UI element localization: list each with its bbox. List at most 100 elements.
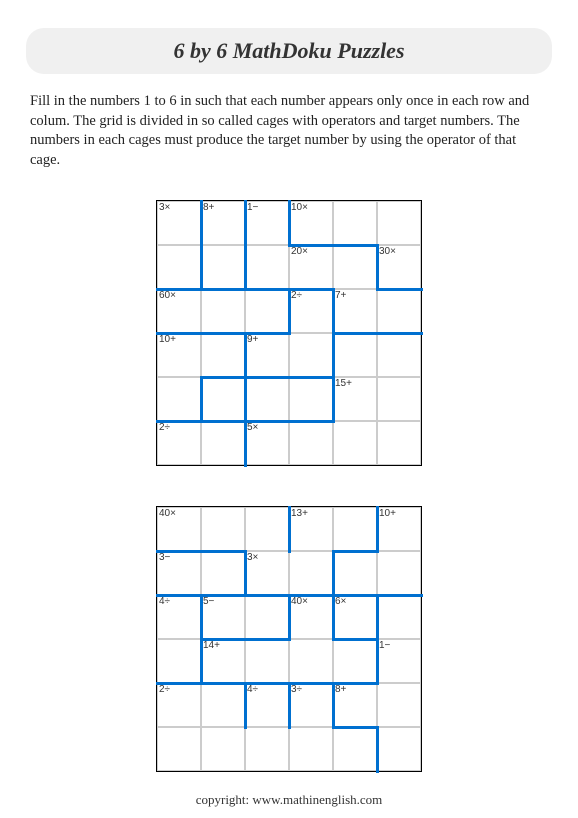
grid-cell bbox=[377, 683, 421, 727]
cage-border bbox=[156, 550, 247, 553]
cage-border bbox=[376, 726, 379, 773]
cage-clue: 10× bbox=[291, 202, 308, 213]
puzzle1-wrap: 3×8+1−10×20×30×60×2÷7+10+9+15+2÷5× bbox=[0, 200, 578, 466]
cage-border bbox=[332, 638, 379, 641]
cage-border bbox=[244, 200, 247, 291]
cage-border bbox=[156, 288, 335, 291]
grid-cell bbox=[201, 245, 245, 289]
grid-cell bbox=[157, 727, 201, 771]
cage-clue: 60× bbox=[159, 290, 176, 301]
grid-cell bbox=[377, 201, 421, 245]
grid-cell bbox=[245, 289, 289, 333]
grid-cell bbox=[289, 727, 333, 771]
grid-cell bbox=[377, 727, 421, 771]
page: 6 by 6 MathDoku Puzzles Fill in the numb… bbox=[0, 0, 578, 818]
grid-cell bbox=[333, 639, 377, 683]
cage-border bbox=[288, 594, 291, 641]
cage-clue: 1− bbox=[379, 640, 390, 651]
cage-border bbox=[200, 376, 335, 379]
grid-cell bbox=[157, 639, 201, 683]
grid-cell bbox=[377, 377, 421, 421]
cage-clue: 6× bbox=[335, 596, 346, 607]
cage-border bbox=[332, 550, 335, 597]
cage-border bbox=[376, 288, 423, 291]
cage-clue: 15+ bbox=[335, 378, 352, 389]
cage-border bbox=[288, 506, 291, 553]
cage-border bbox=[332, 726, 379, 729]
grid-cell bbox=[245, 639, 289, 683]
cage-border bbox=[332, 550, 379, 553]
cage-clue: 3× bbox=[159, 202, 170, 213]
cage-border bbox=[332, 682, 335, 729]
cage-border bbox=[200, 638, 291, 641]
cage-border bbox=[332, 332, 423, 335]
cage-clue: 3− bbox=[159, 552, 170, 563]
grid-cell bbox=[245, 245, 289, 289]
grid-cell bbox=[201, 333, 245, 377]
cage-clue: 1− bbox=[247, 202, 258, 213]
cage-clue: 7+ bbox=[335, 290, 346, 301]
cage-border bbox=[200, 200, 203, 291]
cage-border bbox=[244, 420, 247, 467]
grid-cell bbox=[377, 595, 421, 639]
puzzle2-grid: 40×13+10+3−3×4÷5−40×6×14+1−2÷4÷3÷8+ bbox=[156, 506, 422, 772]
cage-clue: 10+ bbox=[159, 334, 176, 345]
page-title: 6 by 6 MathDoku Puzzles bbox=[173, 38, 404, 63]
cage-clue: 4÷ bbox=[159, 596, 170, 607]
grid-cell bbox=[289, 333, 333, 377]
title-box: 6 by 6 MathDoku Puzzles bbox=[26, 28, 552, 74]
cage-clue: 40× bbox=[159, 508, 176, 519]
grid-cell bbox=[289, 551, 333, 595]
cage-clue: 9+ bbox=[247, 334, 258, 345]
grid-cell bbox=[333, 333, 377, 377]
cage-border bbox=[288, 682, 291, 729]
cage-border bbox=[288, 200, 291, 247]
cage-clue: 13+ bbox=[291, 508, 308, 519]
grid-cell bbox=[201, 551, 245, 595]
cage-border bbox=[376, 594, 379, 641]
grid-cell bbox=[157, 377, 201, 421]
cage-border bbox=[376, 506, 379, 553]
cage-border bbox=[376, 638, 379, 685]
cage-border bbox=[332, 594, 335, 641]
cage-clue: 5− bbox=[203, 596, 214, 607]
grid-cell bbox=[333, 727, 377, 771]
cage-clue: 3× bbox=[247, 552, 258, 563]
grid-cell bbox=[333, 201, 377, 245]
grid-cell bbox=[377, 421, 421, 465]
grid-cell bbox=[333, 245, 377, 289]
cage-clue: 2÷ bbox=[159, 684, 170, 695]
cage-clue: 3÷ bbox=[291, 684, 302, 695]
cage-border bbox=[200, 638, 203, 685]
cage-clue: 8+ bbox=[203, 202, 214, 213]
grid-cell bbox=[377, 289, 421, 333]
grid-cell bbox=[289, 421, 333, 465]
cage-clue: 5× bbox=[247, 422, 258, 433]
cage-border bbox=[332, 376, 335, 423]
grid-cell bbox=[245, 377, 289, 421]
cage-clue: 10+ bbox=[379, 508, 396, 519]
grid-cell bbox=[245, 727, 289, 771]
grid-cell bbox=[201, 289, 245, 333]
cage-clue: 30× bbox=[379, 246, 396, 257]
cage-clue: 14+ bbox=[203, 640, 220, 651]
cage-clue: 8+ bbox=[335, 684, 346, 695]
cage-border bbox=[200, 376, 203, 423]
grid-cell bbox=[201, 507, 245, 551]
grid-cell bbox=[201, 377, 245, 421]
grid-cell bbox=[201, 727, 245, 771]
cage-border bbox=[244, 550, 247, 597]
cage-clue: 20× bbox=[291, 246, 308, 257]
grid-cell bbox=[201, 683, 245, 727]
cage-border bbox=[156, 420, 335, 423]
grid-cell bbox=[289, 639, 333, 683]
cage-border bbox=[156, 594, 423, 597]
cage-clue: 4÷ bbox=[247, 684, 258, 695]
grid-cell bbox=[333, 507, 377, 551]
copyright-text: copyright: www.mathinenglish.com bbox=[0, 792, 578, 808]
grid-cell bbox=[333, 421, 377, 465]
cage-clue: 2÷ bbox=[291, 290, 302, 301]
puzzle1-grid: 3×8+1−10×20×30×60×2÷7+10+9+15+2÷5× bbox=[156, 200, 422, 466]
cage-border bbox=[156, 682, 379, 685]
cage-border bbox=[244, 682, 247, 729]
